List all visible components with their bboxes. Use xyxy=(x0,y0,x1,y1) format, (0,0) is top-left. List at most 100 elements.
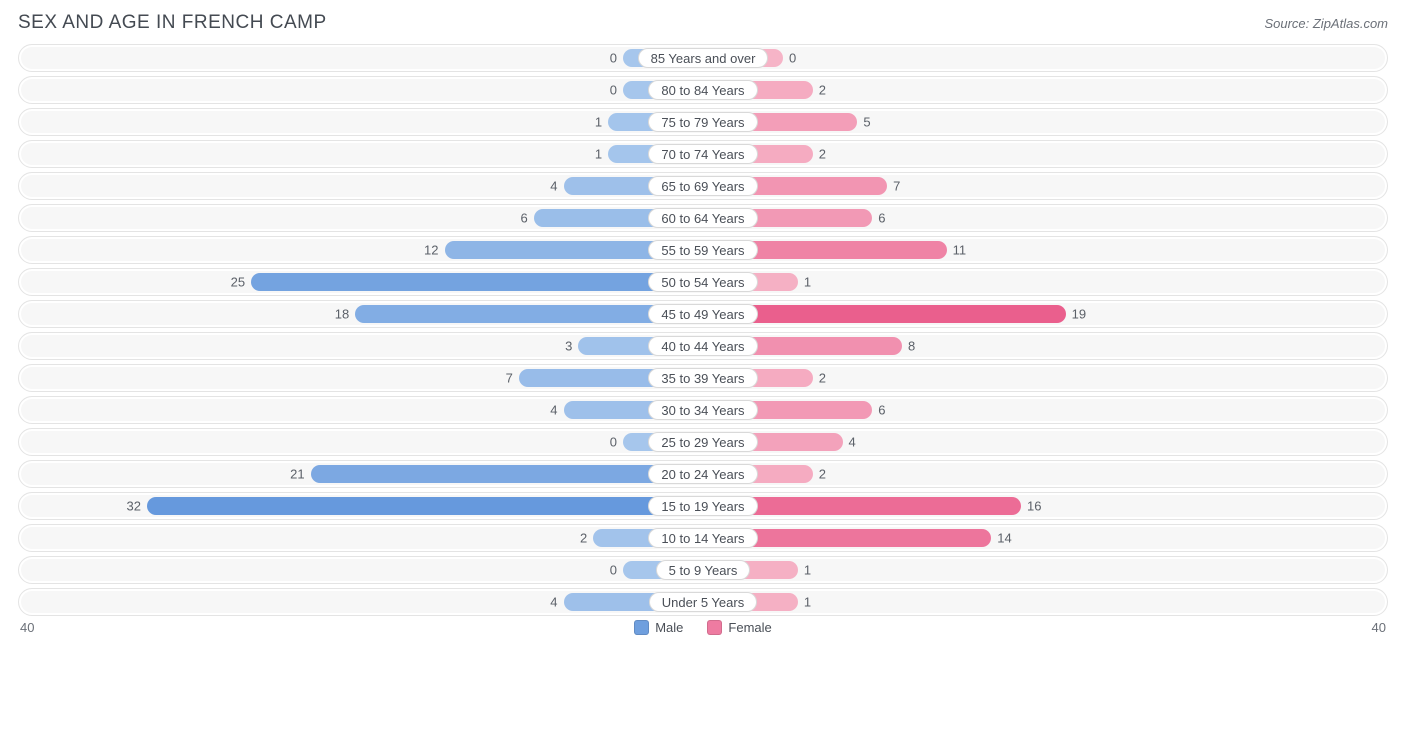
male-value: 0 xyxy=(610,51,617,66)
male-value: 3 xyxy=(565,339,572,354)
row-center: 0 4 25 to 29 Years xyxy=(19,429,1387,455)
legend-label-female: Female xyxy=(728,620,771,635)
row-center: 6 6 60 to 64 Years xyxy=(19,205,1387,231)
row-center: 121155 to 59 Years xyxy=(19,237,1387,263)
male-value: 4 xyxy=(550,595,557,610)
male-bar xyxy=(311,465,703,483)
category-label: 20 to 24 Years xyxy=(648,464,757,484)
female-value: 2 xyxy=(819,147,826,162)
male-value: 1 xyxy=(595,115,602,130)
chart-title: SEX AND AGE IN FRENCH CAMP xyxy=(18,12,327,34)
chart-source: Source: ZipAtlas.com xyxy=(1264,16,1388,31)
chart-row: 6 6 60 to 64 Years xyxy=(18,204,1388,232)
category-label: 40 to 44 Years xyxy=(648,336,757,356)
chart-row: 7235 to 39 Years xyxy=(18,364,1388,392)
chart-row: 25 1 50 to 54 Years xyxy=(18,268,1388,296)
category-label: 85 Years and over xyxy=(638,48,769,68)
row-center: 18 19 45 to 49 Years xyxy=(19,301,1387,327)
category-label: 60 to 64 Years xyxy=(648,208,757,228)
chart-row: 121155 to 59 Years xyxy=(18,236,1388,264)
row-center: 4 6 30 to 34 Years xyxy=(19,397,1387,423)
row-center: 2 14 10 to 14 Years xyxy=(19,525,1387,551)
male-value: 0 xyxy=(610,83,617,98)
male-value: 32 xyxy=(127,499,141,514)
category-label: 15 to 19 Years xyxy=(648,496,757,516)
male-value: 18 xyxy=(335,307,349,322)
male-value: 21 xyxy=(290,467,304,482)
male-value: 6 xyxy=(521,211,528,226)
chart-row: 2 14 10 to 14 Years xyxy=(18,524,1388,552)
legend-item-female: Female xyxy=(707,620,771,635)
male-value: 1 xyxy=(595,147,602,162)
female-value: 11 xyxy=(953,243,967,258)
category-label: 25 to 29 Years xyxy=(648,432,757,452)
row-center: 32 16 15 to 19 Years xyxy=(19,493,1387,519)
male-swatch-icon xyxy=(634,620,649,635)
male-value: 0 xyxy=(610,435,617,450)
row-center: 0 0 85 Years and over xyxy=(19,45,1387,71)
chart-footer: 40 Male Female 40 xyxy=(18,620,1388,635)
category-label: 35 to 39 Years xyxy=(648,368,757,388)
row-center: 4765 to 69 Years xyxy=(19,173,1387,199)
female-value: 2 xyxy=(819,467,826,482)
legend: Male Female xyxy=(634,620,772,635)
female-value: 1 xyxy=(804,563,811,578)
category-label: 50 to 54 Years xyxy=(648,272,757,292)
category-label: 70 to 74 Years xyxy=(648,144,757,164)
female-value: 0 xyxy=(789,51,796,66)
chart-row: 0 0 85 Years and over xyxy=(18,44,1388,72)
chart-row: 4765 to 69 Years xyxy=(18,172,1388,200)
population-pyramid-chart: 0 0 85 Years and over 0 2 80 to 84 Years 1 5 7 5 … xyxy=(18,44,1388,616)
row-center: 3 8 40 to 44 Years xyxy=(19,333,1387,359)
row-center: 0 1 5 to 9 Years xyxy=(19,557,1387,583)
chart-row: 21 2 20 to 24 Years xyxy=(18,460,1388,488)
row-center: 7235 to 39 Years xyxy=(19,365,1387,391)
row-center: 1575 to 79 Years xyxy=(19,109,1387,135)
male-value: 2 xyxy=(580,531,587,546)
male-bar xyxy=(251,273,703,291)
female-value: 1 xyxy=(804,275,811,290)
female-value: 14 xyxy=(997,531,1011,546)
row-center: 21 2 20 to 24 Years xyxy=(19,461,1387,487)
category-label: 65 to 69 Years xyxy=(648,176,757,196)
category-label: 10 to 14 Years xyxy=(648,528,757,548)
male-value: 25 xyxy=(231,275,245,290)
chart-row: 3 8 40 to 44 Years xyxy=(18,332,1388,360)
female-value: 6 xyxy=(878,403,885,418)
axis-max-left: 40 xyxy=(20,620,34,635)
female-value: 6 xyxy=(878,211,885,226)
row-center: 1 2 70 to 74 Years xyxy=(19,141,1387,167)
male-bar xyxy=(147,497,703,515)
chart-row: 0 2 80 to 84 Years xyxy=(18,76,1388,104)
chart-row: 4 6 30 to 34 Years xyxy=(18,396,1388,424)
chart-row: 4 1 Under 5 Years xyxy=(18,588,1388,616)
female-value: 1 xyxy=(804,595,811,610)
male-value: 4 xyxy=(550,179,557,194)
female-value: 19 xyxy=(1072,307,1086,322)
chart-row: 0 1 5 to 9 Years xyxy=(18,556,1388,584)
legend-label-male: Male xyxy=(655,620,683,635)
female-value: 8 xyxy=(908,339,915,354)
male-value: 4 xyxy=(550,403,557,418)
row-center: 25 1 50 to 54 Years xyxy=(19,269,1387,295)
row-center: 4 1 Under 5 Years xyxy=(19,589,1387,615)
female-value: 5 xyxy=(863,115,870,130)
category-label: 30 to 34 Years xyxy=(648,400,757,420)
chart-row: 18 19 45 to 49 Years xyxy=(18,300,1388,328)
male-value: 0 xyxy=(610,563,617,578)
legend-item-male: Male xyxy=(634,620,683,635)
male-value: 12 xyxy=(424,243,438,258)
chart-row: 0 4 25 to 29 Years xyxy=(18,428,1388,456)
female-value: 16 xyxy=(1027,499,1041,514)
female-value: 4 xyxy=(849,435,856,450)
row-center: 0 2 80 to 84 Years xyxy=(19,77,1387,103)
chart-header: SEX AND AGE IN FRENCH CAMP Source: ZipAt… xyxy=(18,12,1388,34)
female-value: 2 xyxy=(819,83,826,98)
category-label: 45 to 49 Years xyxy=(648,304,757,324)
category-label: 5 to 9 Years xyxy=(656,560,751,580)
chart-row: 1575 to 79 Years xyxy=(18,108,1388,136)
chart-row: 32 16 15 to 19 Years xyxy=(18,492,1388,520)
category-label: 80 to 84 Years xyxy=(648,80,757,100)
male-value: 7 xyxy=(506,371,513,386)
category-label: Under 5 Years xyxy=(649,592,757,612)
